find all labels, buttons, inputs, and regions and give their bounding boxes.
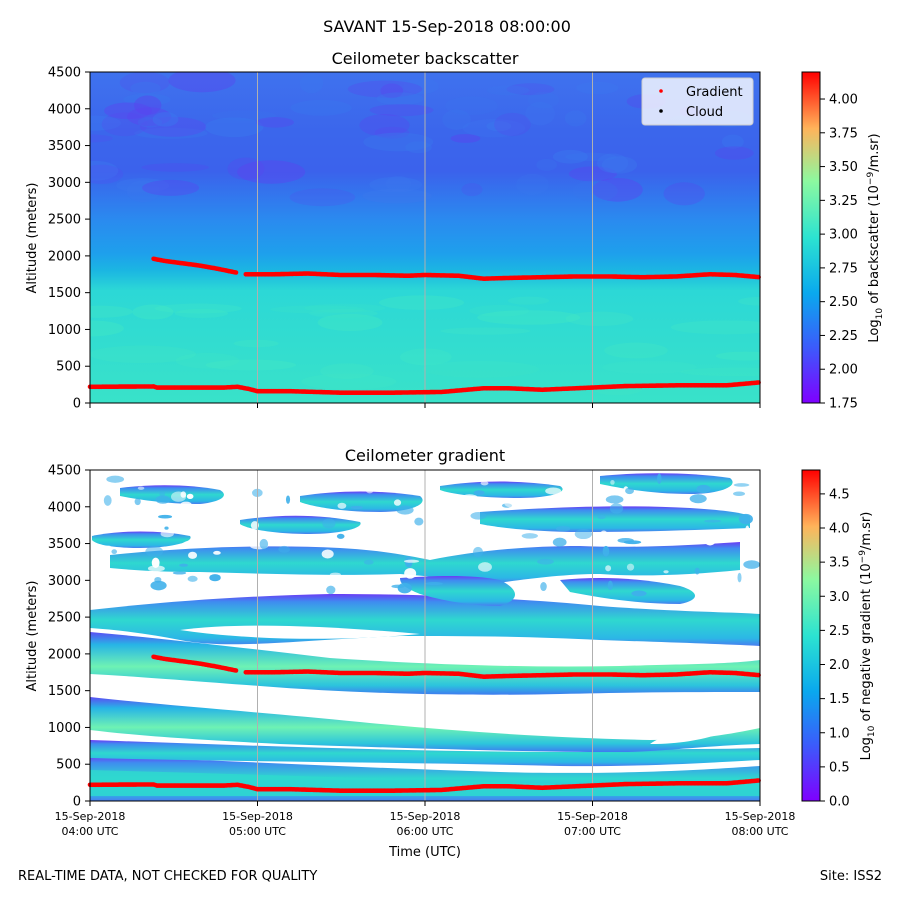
colorbar-tick-label: 3.0 <box>829 590 850 605</box>
legend: Gradient Cloud <box>641 77 754 126</box>
y-tick-label: 1000 <box>48 721 81 736</box>
gradient-colorbar: 0.0 0.5 1.0 1.5 2.0 2.5 3.0 3.5 4.0 4.5 Log10 of … <box>801 469 877 810</box>
colorbar-tick-label: 4.0 <box>829 522 850 537</box>
site-label: Site: ISS2 <box>819 869 882 884</box>
gradient-panel: Ceilometer gradient <box>25 446 877 860</box>
colorbar-tick-label: 2.00 <box>829 363 858 378</box>
gradient-gradient-markers <box>87 654 761 793</box>
colorbar-tick-label: 0.0 <box>829 795 850 810</box>
x-tick-time: 06:00 UTC <box>396 825 453 838</box>
colorbar-tick-label: 4.5 <box>829 487 850 502</box>
y-tick-label: 4500 <box>48 464 81 479</box>
colorbar-tick-label: 3.25 <box>829 194 858 209</box>
gradient-y-axis: 0 500 1000 1500 2000 2500 3000 3500 4000 4500 <box>48 464 90 810</box>
x-tick-time: 05:00 UTC <box>229 825 286 838</box>
colorbar-tick-label: 3.50 <box>829 160 858 175</box>
legend-cloud-label: Cloud <box>686 105 723 120</box>
colorbar-tick-label: 1.75 <box>829 397 858 412</box>
quality-disclaimer: REAL-TIME DATA, NOT CHECKED FOR QUALITY <box>18 869 318 884</box>
y-tick-label: 1500 <box>48 684 81 699</box>
colorbar-tick-label: 3.75 <box>829 126 858 141</box>
x-tick-date: 15-Sep-2018 <box>222 810 293 823</box>
legend-cloud-marker <box>659 109 663 113</box>
colorbar-tick-label: 1.5 <box>829 692 850 707</box>
y-tick-label: 2500 <box>48 611 81 626</box>
x-tick-date: 15-Sep-2018 <box>557 810 628 823</box>
figure-title: SAVANT 15-Sep-2018 08:00:00 <box>323 17 571 36</box>
backscatter-y-axis: 0 500 1000 1500 2000 2500 3000 3500 4000 4500 <box>48 66 90 412</box>
y-tick-label: 3500 <box>48 139 81 154</box>
colorbar-tick-label: 2.50 <box>829 295 858 310</box>
legend-gradient-marker <box>659 89 663 93</box>
y-tick-label: 3000 <box>48 176 81 191</box>
gradient-colorbar-ticks: 0.0 0.5 1.0 1.5 2.0 2.5 3.0 3.5 4.0 4.5 <box>820 487 850 810</box>
y-tick-label: 0 <box>73 397 81 412</box>
backscatter-texture <box>90 72 760 396</box>
y-tick-label: 3000 <box>48 574 81 589</box>
gradient-x-axis: 15-Sep-2018 04:00 UTC 15-Sep-2018 05:00 UTC… <box>55 801 796 838</box>
y-tick-label: 2000 <box>48 249 81 264</box>
backscatter-x-ticks <box>89 403 761 408</box>
backscatter-colorbar: 1.75 2.00 2.25 2.50 2.75 3.00 3.25 3.50 3.75 4.00… <box>801 71 885 412</box>
x-tick-time: 04:00 UTC <box>61 825 118 838</box>
backscatter-colorbar-label: Log10 of backscatter (10−9/m.sr) <box>866 133 885 342</box>
gradient-title: Ceilometer gradient <box>345 446 505 465</box>
gradient-marker <box>233 668 239 673</box>
x-tick-date: 15-Sep-2018 <box>55 810 126 823</box>
x-tick-date: 15-Sep-2018 <box>725 810 796 823</box>
y-tick-label: 3500 <box>48 537 81 552</box>
colorbar-tick-label: 0.5 <box>829 760 850 775</box>
colorbar-tick-label: 2.25 <box>829 329 858 344</box>
backscatter-colorbar-ticks: 1.75 2.00 2.25 2.50 2.75 3.00 3.25 3.50 3.75 4.00 <box>820 93 858 412</box>
colorbar-tick-label: 2.75 <box>829 261 858 276</box>
legend-gradient-label: Gradient <box>686 85 743 100</box>
colorbar-tick-label: 4.00 <box>829 93 858 108</box>
colorbar-tick-label: 1.0 <box>829 726 850 741</box>
y-tick-label: 4500 <box>48 66 81 81</box>
y-tick-label: 1500 <box>48 286 81 301</box>
x-tick-time: 07:00 UTC <box>564 825 621 838</box>
gradient-colorbar-label: Log10 of negative gradient (10−9/m.sr) <box>858 512 877 761</box>
y-tick-label: 500 <box>56 360 81 375</box>
gradient-texture <box>100 471 760 597</box>
x-tick-time: 08:00 UTC <box>731 825 788 838</box>
x-tick-date: 15-Sep-2018 <box>390 810 461 823</box>
colorbar-tick-label: 3.00 <box>829 228 858 243</box>
y-tick-label: 0 <box>73 795 81 810</box>
y-tick-label: 1000 <box>48 323 81 338</box>
colorbar-tick-label: 2.5 <box>829 624 850 639</box>
gradient-marker <box>233 270 239 275</box>
y-tick-label: 4000 <box>48 500 81 515</box>
colorbar-tick-label: 2.0 <box>829 658 850 673</box>
backscatter-title: Ceilometer backscatter <box>332 49 519 68</box>
y-tick-label: 2500 <box>48 213 81 228</box>
y-tick-label: 500 <box>56 758 81 773</box>
backscatter-y-label: Altitude (meters) <box>25 183 40 294</box>
gradient-gridlines <box>257 470 593 801</box>
backscatter-panel: Ceilometer backscatter 0 500 1000 1500 2000 2… <box>25 49 885 412</box>
backscatter-gridlines <box>257 72 593 403</box>
colorbar-tick-label: 3.5 <box>829 556 850 571</box>
y-tick-label: 4000 <box>48 102 81 117</box>
backscatter-gradient-markers <box>87 256 761 396</box>
gradient-y-label: Altitude (meters) <box>25 581 40 692</box>
y-tick-label: 2000 <box>48 647 81 662</box>
gradient-x-label: Time (UTC) <box>388 845 461 860</box>
